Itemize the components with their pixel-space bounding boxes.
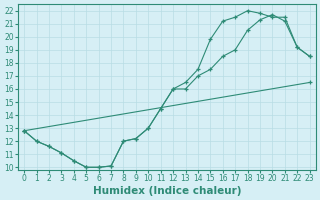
X-axis label: Humidex (Indice chaleur): Humidex (Indice chaleur) xyxy=(93,186,241,196)
